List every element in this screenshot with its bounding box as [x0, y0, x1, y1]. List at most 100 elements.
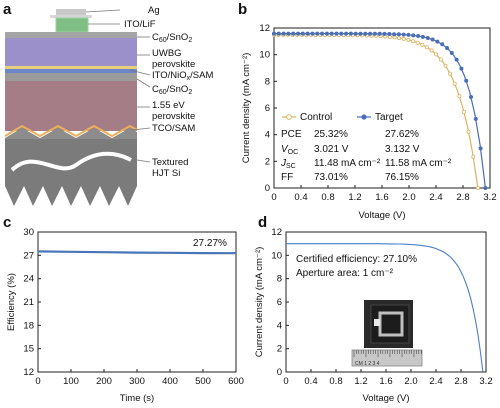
d-xtick-label: 1.2: [354, 376, 367, 387]
xlabel-b: Voltage (V): [359, 210, 406, 221]
legend-marker-target: [361, 114, 367, 120]
b-ytick-label: 0: [265, 183, 270, 194]
d-xtick-label: 2.4: [429, 376, 442, 387]
data-point-target: [473, 116, 478, 121]
data-point-target: [281, 31, 286, 36]
b-xtick-label: 0: [271, 192, 276, 203]
xlabel-d: Voltage (V): [363, 393, 410, 404]
param-control-voc: 3.021 V: [314, 144, 349, 155]
uwbg-perovskite-layer: [5, 38, 137, 66]
param-label-pce: PCE: [281, 129, 302, 140]
data-point-target: [483, 185, 488, 190]
data-point-target: [286, 31, 291, 36]
stack-label-155ev-line1: 1.55 eV: [152, 100, 185, 111]
b-ytick-label: 2: [265, 156, 270, 167]
data-point-target: [377, 31, 382, 36]
d-ytick-label: 10: [271, 250, 282, 261]
data-point-target: [305, 31, 310, 36]
b-ytick-label: 12: [259, 23, 270, 34]
c-xtick-label: 0: [35, 376, 40, 387]
data-point-control: [410, 39, 415, 44]
data-point-target: [454, 57, 459, 62]
d-xtick-label: 2.0: [404, 376, 417, 387]
data-point-control: [406, 37, 411, 42]
data-point-control: [429, 48, 434, 53]
b-xtick-label: 2.8: [456, 192, 469, 203]
b-xtick-label: 1.6: [375, 192, 388, 203]
param-target-jsc: 11.58 mA cm⁻²: [385, 158, 452, 169]
b-ytick-label: 6: [265, 103, 270, 114]
data-point-target: [430, 37, 435, 42]
data-point-target: [435, 39, 440, 44]
stack-label-uwbg-line2: perovskite: [152, 59, 195, 70]
b-ytick-label: 10: [259, 50, 270, 61]
efficiency-point: [136, 251, 138, 254]
data-point-target: [382, 31, 387, 36]
c-xtick-label: 600: [228, 376, 244, 387]
d-xtick-label: 0: [283, 376, 288, 387]
d-ytick-label: 0: [277, 367, 282, 378]
data-point-control: [452, 81, 457, 86]
data-point-target: [358, 31, 363, 36]
stack-label-textured-line1: Textured: [152, 157, 188, 168]
data-point-control: [401, 36, 406, 41]
data-point-target: [425, 36, 430, 41]
legend-control-label: Control: [300, 112, 332, 123]
data-point-target: [319, 31, 324, 36]
ylabel-d: Current density (mA cm⁻²): [254, 247, 265, 358]
data-point-target: [271, 31, 276, 36]
ito-lif-layer: [55, 17, 89, 33]
panel-letter-d: d: [258, 214, 267, 231]
c-ytick-label: 21: [23, 297, 34, 308]
param-target-pce: 27.62%: [385, 129, 419, 140]
data-point-target: [344, 31, 349, 36]
c-ytick-label: 12: [23, 367, 34, 378]
legend-b: Control Target: [282, 112, 403, 123]
textured-hjt-si-wafer: [5, 139, 137, 206]
data-point-target: [368, 31, 373, 36]
data-point-control: [461, 110, 466, 115]
b-xtick-label: 0.4: [294, 192, 307, 203]
data-point-control: [434, 52, 439, 57]
data-point-target: [291, 31, 296, 36]
plot-frame-b: [273, 27, 491, 189]
parameter-table-b: PCE 25.32% 27.62% VOC 3.021 V 3.132 V JS…: [280, 129, 452, 183]
panel-letter-a: a: [3, 1, 12, 18]
c-ytick-label: 27: [23, 250, 34, 261]
d-xtick-label: 1.6: [379, 376, 392, 387]
efficiency-point: [37, 250, 39, 253]
data-point-target: [324, 31, 329, 36]
data-point-target: [478, 146, 483, 151]
stack-label-uwbg-line1: UWBG: [152, 48, 182, 59]
d-ytick-label: 2: [277, 344, 282, 355]
stack-label-155ev-line2: perovskite: [152, 111, 195, 122]
c-ytick-label: 30: [23, 227, 34, 238]
efficiency-point: [70, 251, 72, 253]
ag-electrode: [56, 9, 86, 15]
d-xtick-label: 0.8: [329, 376, 342, 387]
certified-jv-chart-d: 0 0.4 0.8 1.2 1.6 2.0 2.4 2.8 3.2 0 2 4 6 8 10 12 Certi…: [254, 227, 493, 404]
stack-label-c60-sno2-bottom: C60/SnO2: [152, 84, 192, 96]
efficiency-point: [235, 252, 237, 254]
efficiency-point: [169, 252, 171, 254]
b-xtick-label: 1.2: [348, 192, 361, 203]
data-point-target: [334, 31, 339, 36]
c-xtick-label: 400: [162, 376, 178, 387]
ylabel-c: Efficiency (%): [6, 273, 17, 331]
data-point-target: [468, 95, 473, 100]
efficiency-point: [103, 251, 105, 253]
data-point-target: [363, 31, 368, 36]
data-point-target: [416, 34, 421, 39]
c-xtick-label: 300: [129, 376, 145, 387]
b-xtick-label: 3.2: [483, 192, 496, 203]
c-xtick-label: 200: [96, 376, 112, 387]
data-point-control: [415, 40, 420, 45]
data-point-target: [276, 31, 281, 36]
data-point-target: [406, 32, 411, 37]
legend-target-label: Target: [375, 112, 403, 123]
param-target-ff: 76.15%: [385, 172, 419, 183]
c60-sno2-top-layer: [5, 32, 137, 38]
data-point-target: [401, 32, 406, 37]
legend-marker-control: [286, 114, 292, 120]
